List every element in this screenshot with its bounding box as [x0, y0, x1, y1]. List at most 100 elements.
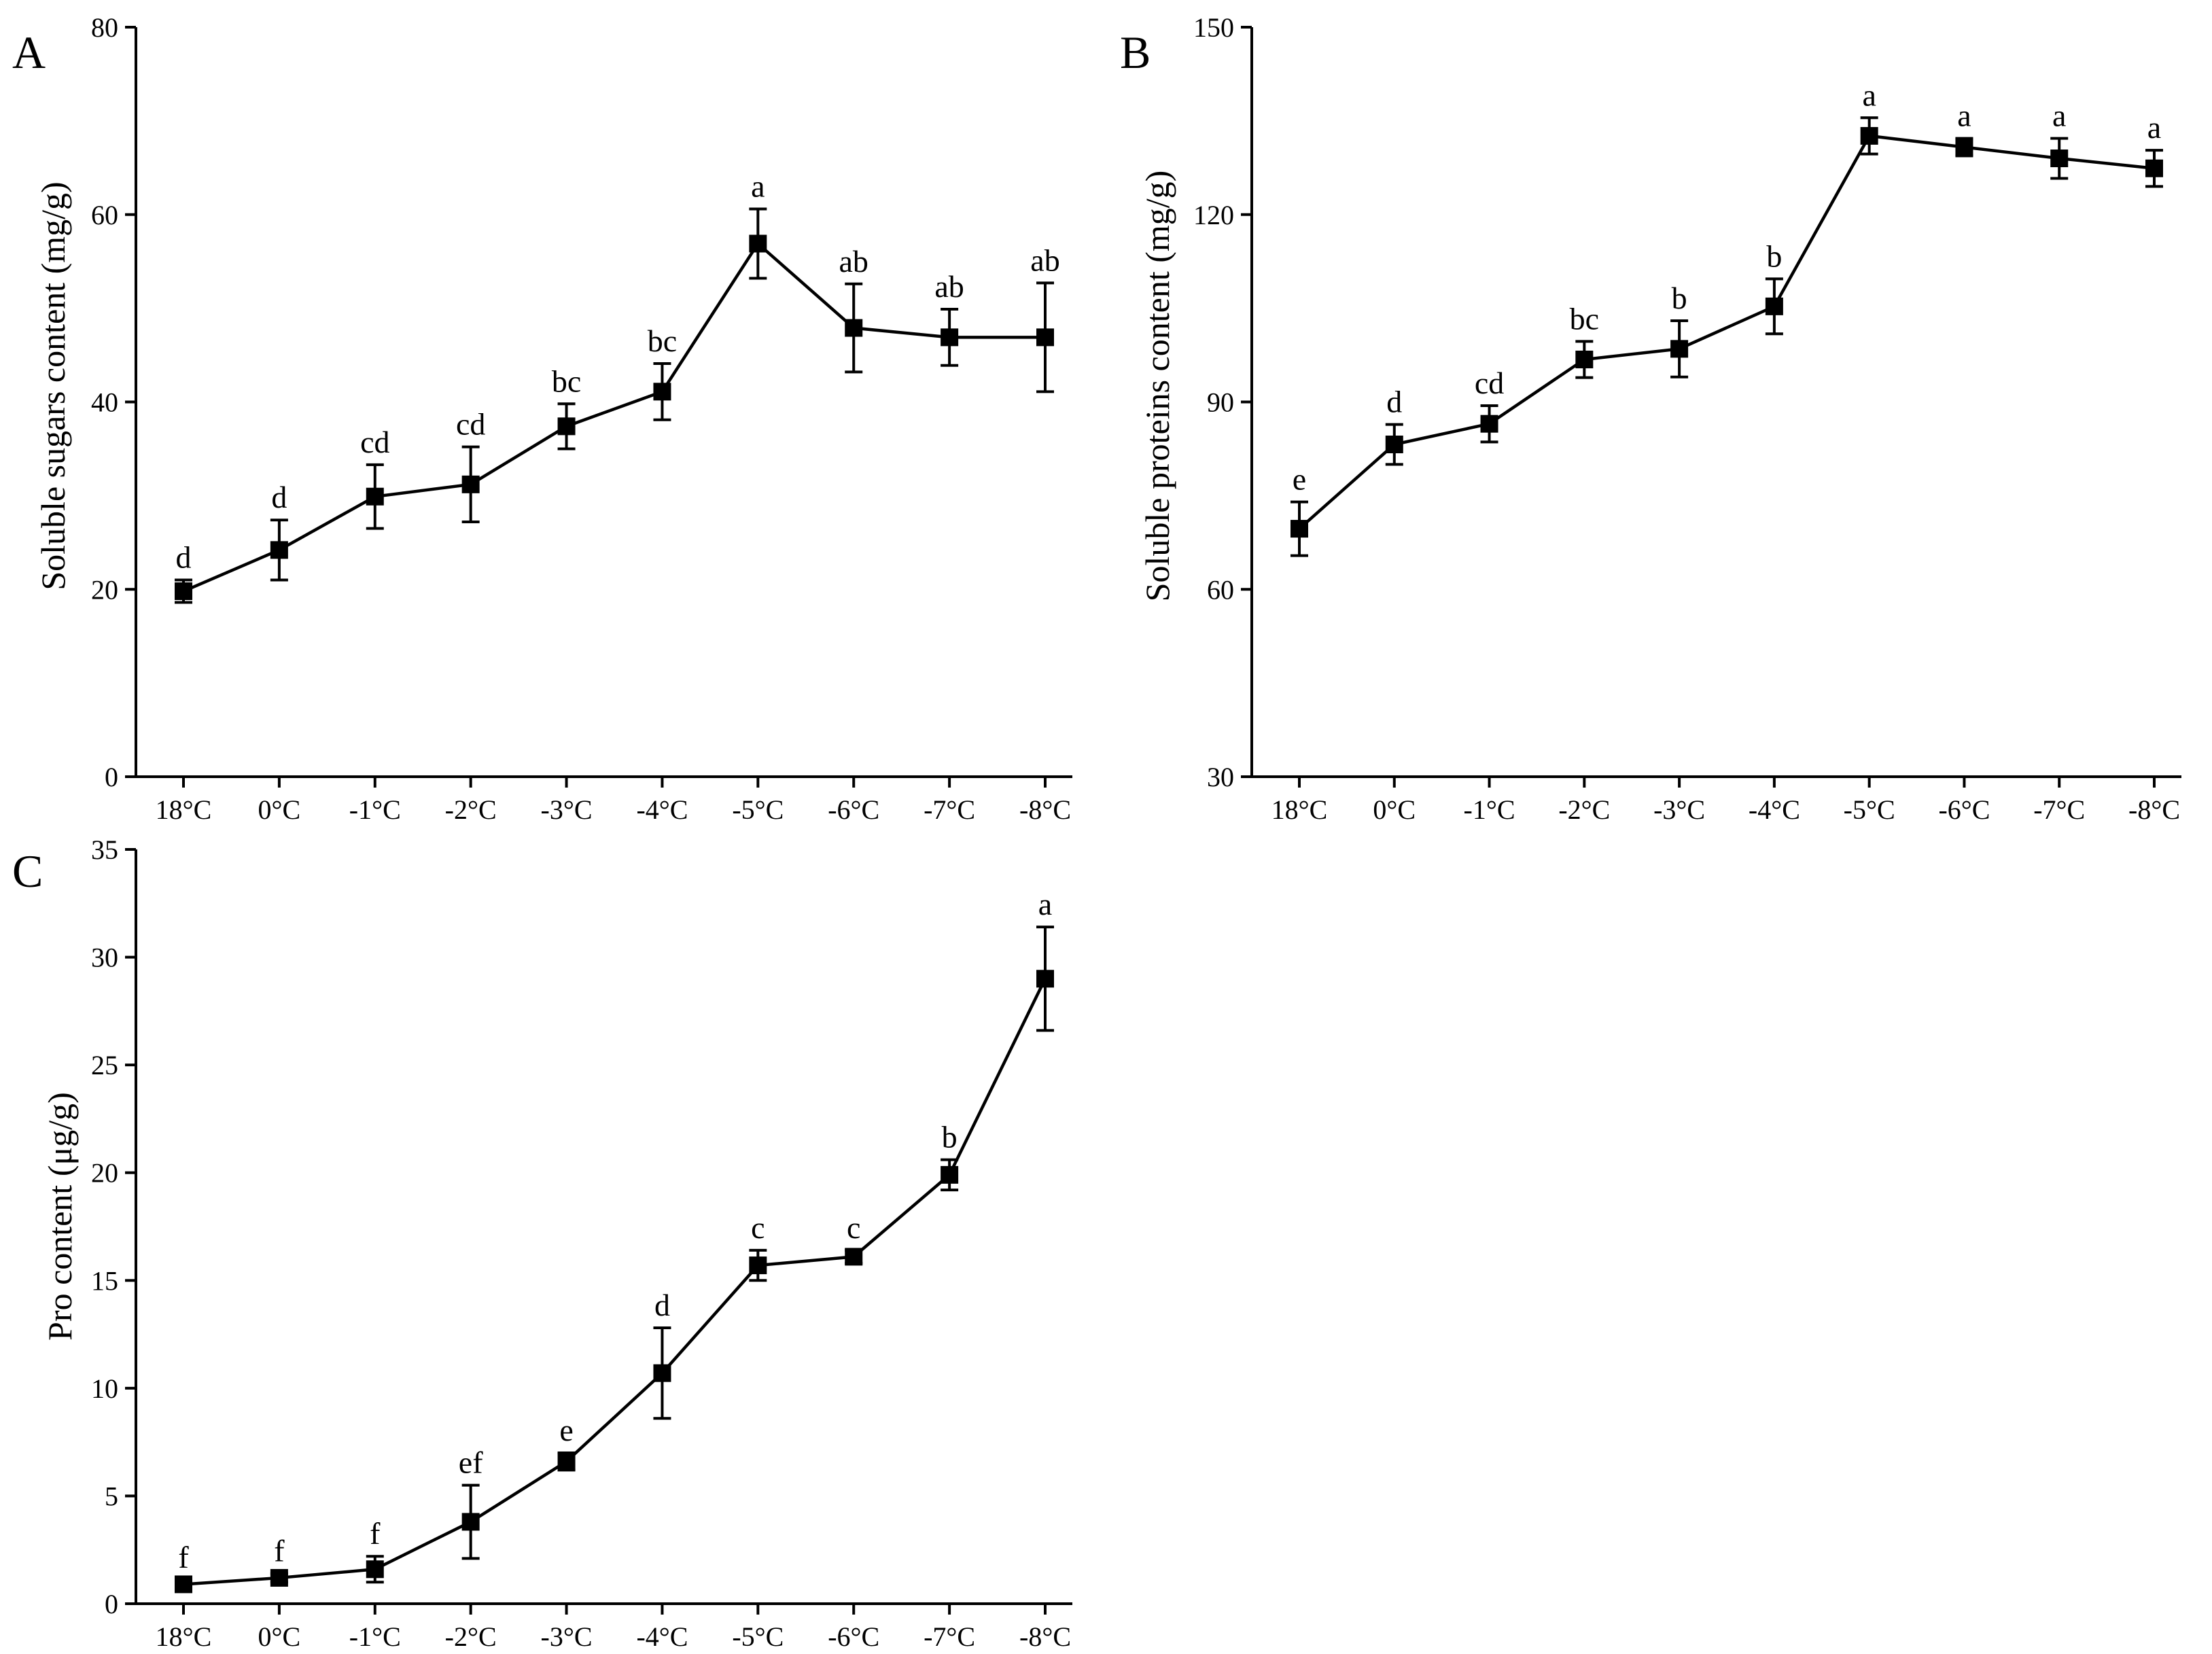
- significance-label: d: [654, 1288, 670, 1322]
- significance-label: f: [178, 1540, 189, 1574]
- y-tick-label: 30: [1207, 762, 1234, 792]
- data-point: [461, 475, 480, 493]
- significance-label: a: [2147, 110, 2161, 145]
- panel-b-letter: B: [1120, 27, 1151, 78]
- x-tick-label: -8°C: [1019, 1621, 1071, 1652]
- y-tick-label: 60: [1207, 574, 1234, 605]
- data-point: [749, 234, 767, 253]
- significance-label: a: [2052, 99, 2066, 133]
- data-point: [175, 1575, 192, 1594]
- x-tick-label: -5°C: [732, 1621, 784, 1652]
- x-tick-label: -2°C: [445, 794, 497, 825]
- significance-label: f: [274, 1534, 285, 1568]
- x-tick-label: -7°C: [2033, 794, 2085, 825]
- x-tick-label: 18°C: [1271, 794, 1328, 825]
- data-point: [1955, 138, 1973, 156]
- data-point: [1480, 415, 1498, 433]
- x-tick-label: -5°C: [732, 794, 784, 825]
- panel-c-plot-area: 0 5 10 15 20 25 30 35 18°C 0°C -1°C -2°C -3°C -4°C -5°…: [91, 834, 1072, 1652]
- significance-label: ab: [934, 269, 964, 304]
- x-tick-label: -8°C: [1019, 794, 1071, 825]
- data-point: [175, 582, 192, 601]
- panel-b-soluble-proteins: B Soluble proteins content (mg/g) 30 60 90…: [1120, 12, 2181, 825]
- y-tick-label: 15: [91, 1265, 118, 1296]
- data-point: [2050, 149, 2069, 168]
- data-point: [1036, 328, 1054, 347]
- significance-label: a: [1862, 77, 1876, 112]
- data-point: [845, 1248, 863, 1266]
- x-tick-label: -6°C: [1938, 794, 1990, 825]
- data-point: [941, 328, 959, 347]
- y-tick-label: 20: [91, 1158, 118, 1189]
- x-tick-label: 18°C: [156, 794, 212, 825]
- significance-label: b: [1766, 239, 1782, 273]
- x-tick-label: -1°C: [1464, 794, 1515, 825]
- x-tick-label: 0°C: [1373, 794, 1416, 825]
- x-tick-label: 0°C: [258, 794, 301, 825]
- data-point: [270, 541, 288, 559]
- y-tick-label: 0: [105, 1589, 118, 1619]
- significance-label: bc: [1570, 301, 1599, 336]
- data-point: [1765, 297, 1783, 315]
- x-tick-label: 18°C: [156, 1621, 212, 1652]
- significance-label: e: [559, 1413, 573, 1447]
- data-point: [366, 1560, 384, 1579]
- series-line: [1298, 134, 2155, 530]
- x-tick-label: -3°C: [1653, 794, 1705, 825]
- y-tick-label: 40: [91, 387, 118, 418]
- data-point: [1385, 436, 1403, 454]
- y-tick-label: 25: [91, 1050, 118, 1080]
- data-point: [366, 487, 384, 506]
- x-tick-label: -6°C: [828, 1621, 879, 1652]
- data-point: [2145, 159, 2163, 177]
- significance-label: cd: [360, 425, 389, 459]
- panel-c-letter: C: [12, 845, 43, 897]
- panel-b-y-axis-title: Soluble proteins content (mg/g): [1138, 171, 1176, 602]
- significance-label: cd: [456, 407, 485, 442]
- significance-label: a: [1957, 99, 1971, 133]
- data-point: [1575, 350, 1594, 368]
- data-point: [1860, 126, 1878, 145]
- data-point: [653, 1364, 671, 1382]
- data-point: [845, 319, 863, 337]
- data-point: [557, 417, 576, 436]
- x-tick-label: -3°C: [541, 794, 593, 825]
- data-point: [1670, 340, 1689, 358]
- significance-label: d: [1386, 385, 1402, 419]
- panel-a-soluble-sugars: A Soluble sugars content (mg/g) 0 20 40 60 8…: [12, 12, 1072, 825]
- data-point: [941, 1165, 959, 1184]
- series-line: [183, 978, 1047, 1586]
- significance-label: b: [942, 1120, 958, 1155]
- x-tick-label: -5°C: [1844, 794, 1895, 825]
- significance-label: a: [751, 169, 765, 203]
- significance-label: c: [751, 1210, 765, 1245]
- panel-a-plot-area: 0 20 40 60 80 18°C 0°C -1°C -2°C -3°C -4°C -5°C -6°C…: [91, 12, 1072, 825]
- x-tick-label: -4°C: [636, 1621, 688, 1652]
- data-point: [1036, 970, 1054, 988]
- panel-b-plot-area: 30 60 90 120 150 18°C 0°C -1°C -2°C -3°C -4°C -5°C -…: [1193, 12, 2181, 825]
- significance-label: f: [370, 1516, 381, 1551]
- significance-label: ab: [1030, 243, 1059, 277]
- significance-label: d: [271, 480, 287, 514]
- data-point: [270, 1568, 288, 1587]
- data-point: [557, 1452, 576, 1471]
- significance-label: ef: [459, 1445, 483, 1480]
- panel-a-letter: A: [12, 27, 46, 78]
- significance-label: ab: [839, 244, 868, 279]
- panel-c-y-axis-title: Pro content (μg/g): [41, 1092, 79, 1341]
- y-tick-label: 20: [91, 574, 118, 605]
- x-tick-label: -4°C: [636, 794, 688, 825]
- significance-label: bc: [552, 364, 581, 398]
- y-tick-label: 120: [1193, 200, 1234, 230]
- data-point: [461, 1513, 480, 1531]
- y-tick-label: 10: [91, 1373, 118, 1404]
- x-tick-label: -7°C: [924, 794, 975, 825]
- x-tick-label: -2°C: [445, 1621, 497, 1652]
- significance-label: a: [1038, 887, 1052, 921]
- significance-label: cd: [1475, 366, 1504, 400]
- x-tick-label: -4°C: [1749, 794, 1800, 825]
- x-tick-label: -3°C: [541, 1621, 593, 1652]
- panel-a-y-axis-title: Soluble sugars content (mg/g): [34, 181, 72, 590]
- y-tick-label: 90: [1207, 387, 1234, 418]
